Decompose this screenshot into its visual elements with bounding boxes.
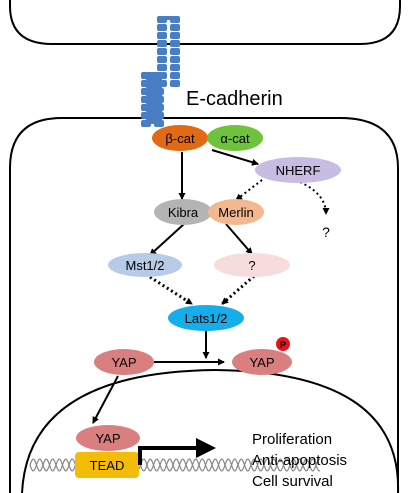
phosphate-label: P [280,340,286,350]
e-cadherin-domain [157,48,167,55]
e-cadherin-domain [170,64,180,71]
outcome-proliferation: Proliferation [252,431,332,448]
e-cadherin-domain [170,40,180,47]
transcription-arrowhead [196,438,216,458]
e-cadherin-domain [154,80,164,87]
e-cadherin-domain [157,24,167,31]
nherf-label: NHERF [276,163,321,178]
e-cadherin-link [163,16,173,20]
arrow-yap-to-nucleus [93,376,118,423]
e-cadherin-domain [141,120,151,127]
yap-phosphorylated-label: YAP [249,355,274,370]
arrow-nherf-to-unknown [300,182,326,214]
lats-label: Lats1/2 [185,311,228,326]
outcome-anti-apoptosis: Anti-apoptosis [252,452,347,469]
yap-cytoplasmic-label: YAP [111,355,136,370]
kibra-label: Kibra [168,205,199,220]
e-cadherin-domain [170,24,180,31]
arrow-merlin-to-unknown-kinase [226,224,252,254]
arrow-nherf-to-merlin [236,180,262,200]
tead-label: TEAD [90,458,125,473]
alpha-catenin-label: α-cat [220,131,250,146]
nherf-unknown-target: ? [322,224,330,240]
e-cadherin-domain [141,112,151,119]
arrow-catenin-to-nherf [212,150,258,164]
e-cadherin-domain [141,80,151,87]
e-cadherin-domain [170,32,180,39]
yap-nuclear-label: YAP [95,431,120,446]
e-cadherin-domain [170,48,180,55]
arrow-mst-to-lats [150,277,192,304]
e-cadherin-domain [141,104,151,111]
e-cadherin-domain [141,96,151,103]
e-cadherin-molecule [141,16,180,127]
arrow-kibra-to-mst [150,224,184,255]
e-cadherin-domain [154,104,164,111]
e-cadherin-domain [157,64,167,71]
outcome-cell-survival: Cell survival [252,473,333,490]
e-cadherin-domain [154,72,164,79]
mst-label: Mst1/2 [125,258,164,273]
e-cadherin-domain [154,112,164,119]
e-cadherin-domain [157,56,167,63]
merlin-label: Merlin [218,205,253,220]
e-cadherin-domain [170,56,180,63]
e-cadherin-domain [157,40,167,47]
e-cadherin-domain [141,88,151,95]
e-cadherin-domain [141,72,151,79]
e-cadherin-domain [154,88,164,95]
e-cadherin-domain [157,32,167,39]
e-cadherin-domain [170,72,180,79]
unknown-kinase-label: ? [248,258,255,273]
beta-catenin-label: β-cat [165,131,195,146]
arrow-unknown-kinase-to-lats [222,276,254,304]
e-cadherin-label: E-cadherin [186,88,283,110]
e-cadherin-domain [154,120,164,127]
upper-cell-membrane [10,0,400,44]
e-cadherin-domain [170,80,180,87]
e-cadherin-domain [154,96,164,103]
